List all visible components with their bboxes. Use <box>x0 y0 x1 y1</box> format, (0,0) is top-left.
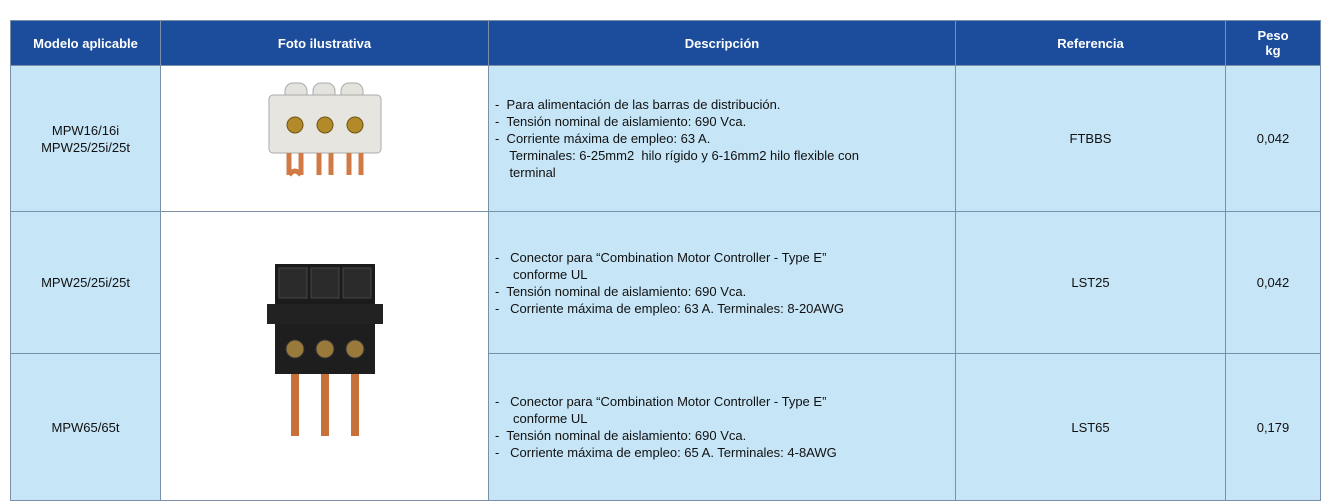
text-line: - Corriente máxima de empleo: 63 A. Term… <box>495 300 844 316</box>
model-cell: MPW25/25i/25t <box>10 211 161 354</box>
header-cell: Descripción <box>488 20 956 66</box>
text-line: MPW25/25i/25t <box>41 275 130 290</box>
header-cell: Foto ilustrativa <box>160 20 489 66</box>
weight-cell: 0,042 <box>1225 211 1321 354</box>
text-line: - Conector para “Combination Motor Contr… <box>495 249 827 265</box>
text-line: conforme UL <box>495 266 588 282</box>
text-line: MPW16/16i <box>51 122 120 138</box>
reference-cell: FTBBS <box>955 65 1226 212</box>
text-line: - Tensión nominal de aislamiento: 690 Vc… <box>495 283 747 299</box>
reference-cell: LST25 <box>955 211 1226 354</box>
weight-cell: 0,042 <box>1225 65 1321 212</box>
text-line: MPW65/65t <box>51 419 120 435</box>
description-cell: - Conector para “Combination Motor Contr… <box>488 211 956 354</box>
description-cell: - Conector para “Combination Motor Contr… <box>488 353 956 501</box>
product-photo <box>266 264 383 436</box>
product-photo <box>268 82 381 177</box>
text-line: - Conector para “Combination Motor Contr… <box>495 394 827 409</box>
row: MPW25/25i/25t - Conector para “Combinati… <box>10 211 1321 501</box>
text-line: - Corriente máxima de empleo: 63 A. <box>495 131 711 146</box>
description-cell: - Para alimentación de las barras de dis… <box>488 65 956 212</box>
header-cell: Modelo aplicable <box>10 20 161 66</box>
header-line: Peso <box>1257 28 1289 43</box>
text-line: - Para alimentación de las barras de dis… <box>495 97 781 112</box>
photo-cell <box>160 65 489 212</box>
text-line: Terminales: 6-25mm2 hilo rígido y 6-16mm… <box>495 148 859 163</box>
reference-cell: LST65 <box>955 353 1226 501</box>
text-line: - Tensión nominal de aislamiento: 690 Vc… <box>495 114 747 129</box>
text-line: terminal <box>495 165 556 180</box>
weight-cell: 0,179 <box>1225 353 1321 501</box>
text-line: - Tensión nominal de aislamiento: 690 Vc… <box>495 428 747 443</box>
header-cell: Peso kg <box>1225 20 1321 66</box>
model-cell: MPW65/65t <box>10 353 161 501</box>
product-table: Modelo aplicable Foto ilustrativa Descri… <box>10 20 1321 501</box>
header-cell: Referencia <box>955 20 1226 66</box>
row: MPW65/65t - Conector para “Combination M… <box>10 353 1321 501</box>
header-row: Modelo aplicable Foto ilustrativa Descri… <box>10 20 1321 66</box>
row: MPW16/16i MPW25/25i/25t - Para alimentaci… <box>10 65 1321 212</box>
text-line: - Corriente máxima de empleo: 65 A. Term… <box>495 445 837 460</box>
text-line: conforme UL <box>495 411 588 426</box>
photo-cell <box>160 211 489 501</box>
text-line: MPW25/25i/25t <box>41 139 130 155</box>
model-cell: MPW16/16i MPW25/25i/25t <box>10 65 161 212</box>
header-line: kg <box>1265 43 1281 58</box>
